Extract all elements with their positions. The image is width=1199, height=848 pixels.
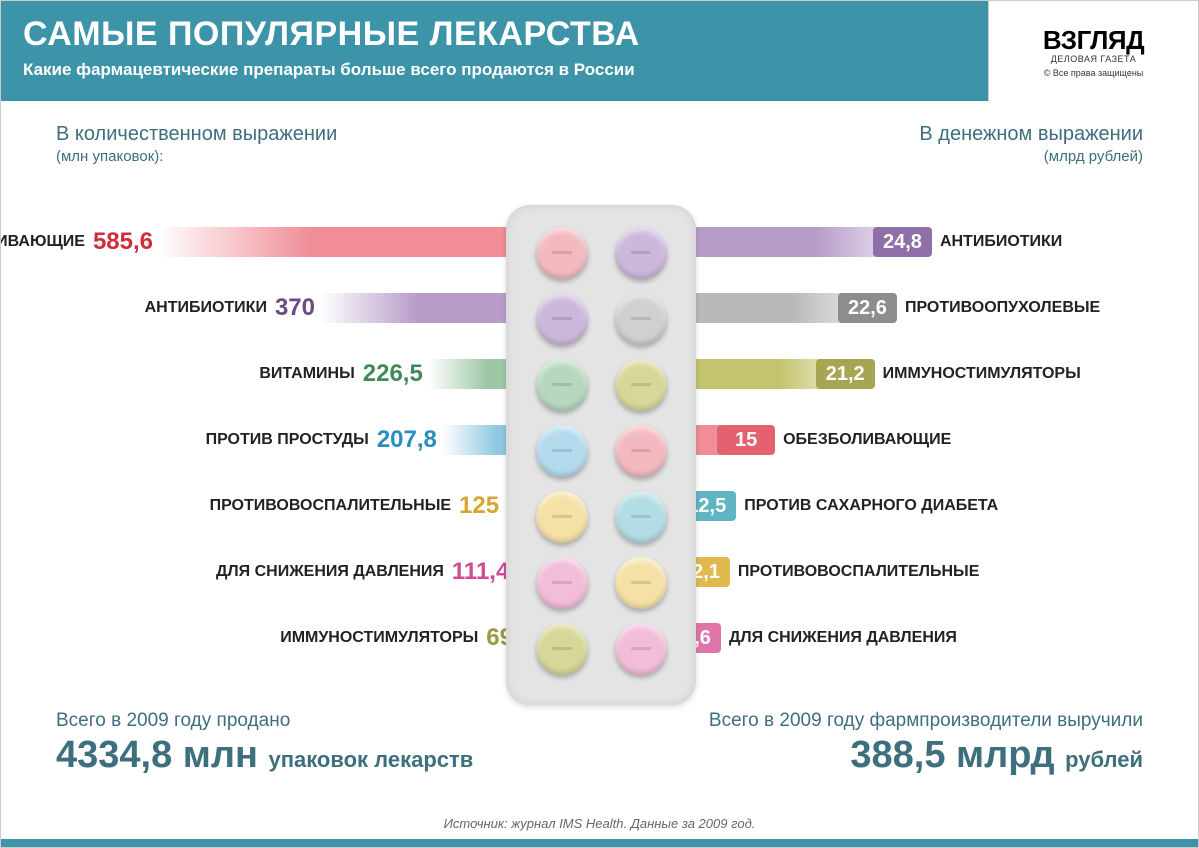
content-area: В количественном выражении (млн упаковок… — [1, 101, 1198, 848]
right-col-sub: (млрд рублей) — [919, 148, 1143, 165]
left-label: ОБЕЗБОЛИВАЮЩИЕ 585,6 — [0, 221, 153, 263]
left-column-header: В количественном выражении (млн упаковок… — [56, 123, 337, 165]
pill-icon — [536, 425, 588, 477]
left-cat-name: ВИТАМИНЫ — [259, 365, 354, 383]
logo-copyright: © Все права защищены — [1044, 68, 1144, 78]
pill-icon — [615, 623, 667, 675]
left-label: ВИТАМИНЫ 226,5 — [259, 353, 422, 395]
logo-tagline: ДЕЛОВАЯ ГАЗЕТА — [1051, 54, 1137, 64]
right-cat-value: 24,8 — [873, 227, 932, 257]
pill-icon — [615, 293, 667, 345]
header: САМЫЕ ПОПУЛЯРНЫЕ ЛЕКАРСТВА Какие фармаце… — [1, 1, 1198, 101]
pill-row — [506, 359, 696, 411]
left-cat-name: ИММУНОСТИМУЛЯТОРЫ — [280, 629, 478, 647]
left-col-title: В количественном выражении — [56, 123, 337, 145]
total-right-num: 388,5 млрд — [850, 734, 1054, 776]
left-cat-name: ПРОТИВ ПРОСТУДЫ — [206, 431, 369, 449]
left-cat-value: 111,4 — [452, 558, 509, 586]
left-cat-name: АНТИБИОТИКИ — [145, 299, 267, 317]
pill-icon — [536, 227, 588, 279]
left-cat-value: 207,8 — [377, 426, 437, 454]
total-left: Всего в 2009 году продано 4334,8 млн упа… — [56, 710, 473, 777]
left-cat-name: ОБЕЗБОЛИВАЮЩИЕ — [0, 233, 85, 251]
total-right-intro: Всего в 2009 году фармпроизводители выру… — [709, 710, 1143, 732]
pill-icon — [615, 557, 667, 609]
pill-row — [506, 557, 696, 609]
infographic-frame: САМЫЕ ПОПУЛЯРНЫЕ ЛЕКАРСТВА Какие фармаце… — [0, 0, 1199, 848]
right-cat-value: 15 — [717, 425, 775, 455]
right-col-title: В денежном выражении — [919, 123, 1143, 145]
source-note: Источник: журнал IMS Health. Данные за 2… — [1, 816, 1198, 831]
total-right: Всего в 2009 году фармпроизводители выру… — [709, 710, 1143, 777]
right-cat-value: 21,2 — [816, 359, 875, 389]
right-cat-name: ОБЕЗБОЛИВАЮЩИЕ — [783, 431, 951, 449]
right-label: 15 ОБЕЗБОЛИВАЮЩИЕ — [717, 419, 951, 461]
pill-icon — [536, 557, 588, 609]
pill-row — [506, 491, 696, 543]
left-cat-value: 226,5 — [363, 360, 423, 388]
pill-icon — [536, 359, 588, 411]
pill-row — [506, 623, 696, 675]
pill-icon — [536, 293, 588, 345]
left-cat-value: 585,6 — [93, 228, 153, 256]
left-label: ИММУНОСТИМУЛЯТОРЫ 69,9 — [280, 617, 533, 659]
left-label: ДЛЯ СНИЖЕНИЯ ДАВЛЕНИЯ 111,4 — [216, 551, 509, 593]
right-cat-name: АНТИБИОТИКИ — [940, 233, 1062, 251]
logo-brand: ВЗГЛЯД — [1043, 25, 1144, 56]
pill-row — [506, 425, 696, 477]
pill-icon — [536, 623, 588, 675]
right-cat-name: ПРОТИВООПУХОЛЕВЫЕ — [905, 299, 1100, 317]
total-left-intro: Всего в 2009 году продано — [56, 710, 473, 732]
right-label: 12,1 ПРОТИВОВОСПАЛИТЕЛЬНЫЕ — [671, 551, 979, 593]
left-label: ПРОТИВ ПРОСТУДЫ 207,8 — [206, 419, 437, 461]
right-label: 12,5 ПРОТИВ САХАРНОГО ДИАБЕТА — [677, 485, 998, 527]
right-cat-name: ПРОТИВОВОСПАЛИТЕЛЬНЫЕ — [738, 563, 979, 581]
right-label: 24,8 АНТИБИОТИКИ — [873, 221, 1062, 263]
total-right-unit: рублей — [1065, 747, 1143, 772]
logo-box: ВЗГЛЯД ДЕЛОВАЯ ГАЗЕТА © Все права защище… — [988, 1, 1198, 101]
left-col-sub: (млн упаковок): — [56, 148, 337, 165]
right-column-header: В денежном выражении (млрд рублей) — [919, 123, 1143, 165]
right-label: 11,6 ДЛЯ СНИЖЕНИЯ ДАВЛЕНИЯ — [663, 617, 957, 659]
pill-icon — [615, 359, 667, 411]
left-cat-value: 370 — [275, 294, 315, 322]
pill-icon — [615, 227, 667, 279]
blister-pack — [506, 205, 696, 705]
right-cat-name: ИММУНОСТИМУЛЯТОРЫ — [883, 365, 1081, 383]
right-cat-name: ДЛЯ СНИЖЕНИЯ ДАВЛЕНИЯ — [729, 629, 957, 647]
left-cat-value: 125 — [459, 492, 499, 520]
pill-icon — [536, 491, 588, 543]
left-label: ПРОТИВОВОСПАЛИТЕЛЬНЫЕ 125 — [210, 485, 500, 527]
total-left-num: 4334,8 млн — [56, 734, 258, 776]
left-cat-name: ДЛЯ СНИЖЕНИЯ ДАВЛЕНИЯ — [216, 563, 444, 581]
totals: Всего в 2009 году продано 4334,8 млн упа… — [1, 710, 1198, 777]
right-cat-name: ПРОТИВ САХАРНОГО ДИАБЕТА — [744, 497, 998, 515]
total-left-unit: упаковок лекарств — [268, 747, 473, 772]
pill-row — [506, 227, 696, 279]
right-label: 22,6 ПРОТИВООПУХОЛЕВЫЕ — [838, 287, 1100, 329]
pill-row — [506, 293, 696, 345]
right-label: 21,2 ИММУНОСТИМУЛЯТОРЫ — [816, 353, 1081, 395]
left-label: АНТИБИОТИКИ 370 — [145, 287, 315, 329]
pill-icon — [615, 491, 667, 543]
pill-icon — [615, 425, 667, 477]
footer-bar — [1, 839, 1198, 848]
right-cat-value: 22,6 — [838, 293, 897, 323]
left-cat-name: ПРОТИВОВОСПАЛИТЕЛЬНЫЕ — [210, 497, 451, 515]
